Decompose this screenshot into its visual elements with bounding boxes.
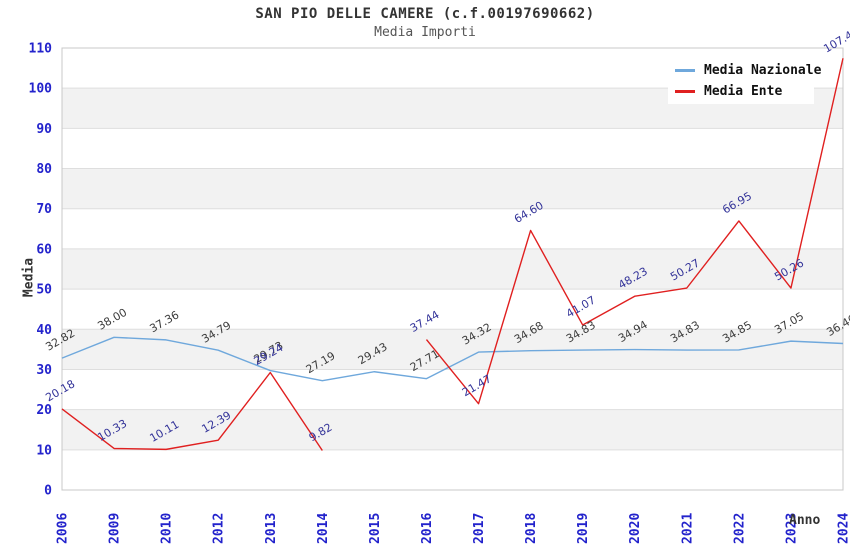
x-tick-label: 2021: [680, 513, 695, 544]
y-tick-label: 90: [36, 122, 52, 137]
x-tick-label: 2009: [108, 513, 123, 544]
data-point-label: 41.07: [564, 293, 598, 320]
legend-label-media-nazionale: Media Nazionale: [704, 63, 822, 78]
y-tick-label: 100: [29, 82, 53, 97]
x-tick-label: 2013: [264, 513, 279, 544]
x-tick-label: 2017: [472, 513, 487, 544]
y-tick-label: 30: [36, 363, 52, 378]
y-tick-label: 70: [36, 202, 52, 217]
band: [62, 168, 843, 209]
x-tick-label: 2012: [212, 513, 227, 544]
y-tick-label: 40: [36, 323, 52, 338]
y-tick-label: 10: [36, 443, 52, 458]
plot-border: [61, 47, 844, 491]
legend-swatch-media-ente-icon: [675, 90, 695, 93]
data-point-label: 36.46: [824, 312, 850, 339]
y-tick-label: 20: [36, 403, 52, 418]
data-point-label: 38.00: [95, 306, 129, 333]
y-tick-label: 50: [36, 283, 52, 298]
chart-subtitle: Media Importi: [374, 25, 476, 40]
series-line-media-ente: [425, 58, 844, 405]
legend: Media Nazionale Media Ente: [668, 58, 821, 104]
chart-title: SAN PIO DELLE CAMERE (c.f.00197690662): [255, 6, 595, 22]
y-tick-label: 110: [29, 42, 53, 57]
x-tick-label: 2016: [420, 513, 435, 544]
data-point-label: 20.18: [43, 377, 77, 404]
x-tick-label: 2015: [368, 513, 383, 544]
x-tick-label: 2019: [576, 513, 591, 544]
y-axis-label: Media: [21, 257, 37, 298]
x-tick-label: 2014: [316, 513, 331, 544]
band: [62, 248, 843, 290]
series-line-media-ente: [61, 371, 323, 451]
x-tick-label: 2006: [56, 513, 71, 544]
x-tick-label: 2020: [628, 513, 643, 544]
y-tick-label: 0: [44, 484, 52, 499]
x-tick-label: 2010: [160, 513, 175, 544]
x-axis-label: Anno: [789, 513, 821, 528]
y-tick-label: 60: [36, 242, 52, 257]
data-point-label: 21.47: [460, 372, 494, 399]
chart-header: SAN PIO DELLE CAMERE (c.f.00197690662) M…: [0, 6, 850, 40]
x-tick-label: 2023: [784, 513, 799, 544]
band: [62, 409, 843, 450]
series-line-media-nazionale: [61, 336, 844, 382]
legend-label-media-ente: Media Ente: [704, 84, 783, 99]
legend-item-media-nazionale: Media Nazionale: [668, 61, 821, 80]
y-tick-label: 80: [36, 162, 52, 177]
legend-swatch-media-nazionale-icon: [675, 69, 695, 72]
x-tick-label: 2018: [524, 513, 539, 544]
x-tick-label: 2024: [837, 513, 850, 544]
legend-item-media-ente: Media Ente: [668, 82, 814, 101]
x-tick-label: 2022: [732, 513, 747, 544]
